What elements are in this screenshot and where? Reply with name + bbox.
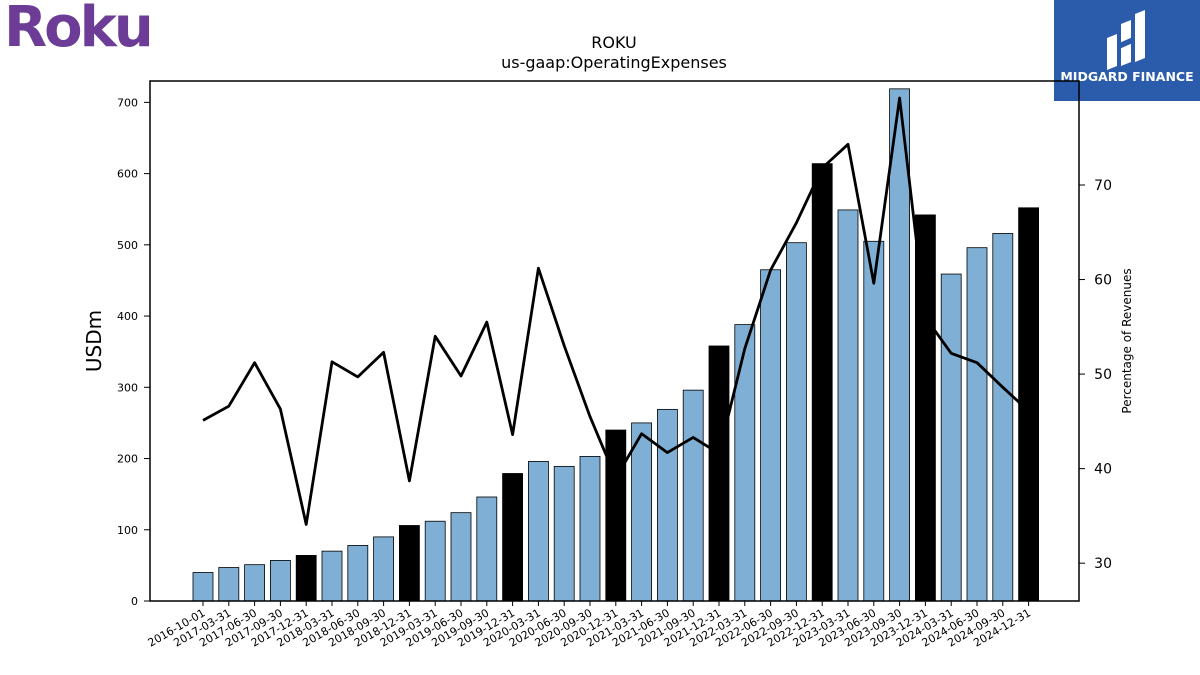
bar-2021-06-30: [657, 408, 678, 602]
bar-2021-03-31: [631, 422, 652, 602]
bar-2021-09-30: [682, 389, 704, 602]
bar-2020-03-31: [528, 460, 549, 602]
y-tick-label: 600: [117, 168, 138, 181]
midgard-finance-logo: MIDGARD FINANCE: [1054, 0, 1200, 101]
midgard-emblem-icon: [1107, 10, 1145, 70]
bar-2022-09-30: [786, 242, 807, 602]
right-axis: 30 40 50 60 70: [1079, 178, 1112, 572]
y2-tick-label: 40: [1094, 462, 1112, 478]
bar-2020-12-31: [605, 429, 627, 602]
y-tick-label: 400: [117, 310, 138, 323]
bar-2022-03-31: [734, 324, 756, 602]
bar-2020-09-30: [579, 455, 601, 602]
bar-2024-03-31: [940, 273, 962, 602]
bar-2020-06-30: [553, 465, 575, 602]
chart-subtitle: us-gaap:OperatingExpenses: [501, 53, 727, 72]
y2-tick-label: 70: [1094, 178, 1112, 194]
y-tick-label: 300: [117, 381, 138, 394]
y-tick-label: 100: [117, 524, 138, 537]
midgard-finance-name: MIDGARD FINANCE: [1060, 69, 1194, 84]
y2-axis-label: Percentage of Revenues: [1120, 268, 1134, 413]
bar-2019-12-31: [502, 473, 524, 602]
bar-2019-03-31: [424, 520, 446, 602]
plot-frame: [149, 80, 1080, 602]
bar-2022-12-31: [811, 163, 833, 602]
bar-2024-06-30: [966, 247, 988, 602]
x-axis: 2016-10-012017-03-312017-06-302017-09-30…: [146, 601, 1033, 650]
bar-2019-06-30: [450, 512, 472, 602]
bar-2017-06-30: [244, 564, 266, 602]
roku-logo: Roku: [4, 0, 154, 60]
bar-2024-09-30: [992, 233, 1014, 602]
bar-2023-06-30: [863, 240, 885, 602]
left-axis: 0 100 200 300 400 500 600 700: [117, 96, 150, 608]
percentage-line: [202, 96, 1030, 526]
y-tick-label: 700: [117, 96, 138, 109]
y-axis-label: USDm: [82, 310, 106, 372]
y-tick-label: 0: [131, 595, 138, 608]
bar-2017-03-31: [218, 567, 240, 602]
y2-tick-label: 50: [1094, 367, 1112, 383]
bar-2023-03-31: [837, 209, 859, 602]
y2-tick-label: 30: [1094, 556, 1112, 572]
chart-title: ROKU: [591, 33, 636, 52]
bar-2018-03-31: [321, 550, 343, 602]
bar-2018-12-31: [398, 525, 420, 602]
bar-2017-12-31: [295, 555, 317, 602]
bar-2021-12-31: [708, 345, 730, 602]
bars-group: [192, 88, 1039, 602]
line-group: [202, 96, 1030, 526]
bar-2017-09-30: [269, 559, 291, 602]
y-tick-label: 500: [117, 239, 138, 252]
bar-2018-09-30: [373, 536, 395, 602]
bar-2019-09-30: [476, 496, 498, 602]
bar-2018-06-30: [347, 545, 369, 602]
bar-2023-12-31: [915, 214, 936, 602]
y2-tick-label: 60: [1094, 273, 1112, 289]
bar-2016-10-01: [192, 572, 214, 602]
bar-2022-06-30: [760, 269, 781, 602]
y-tick-label: 200: [117, 453, 138, 466]
